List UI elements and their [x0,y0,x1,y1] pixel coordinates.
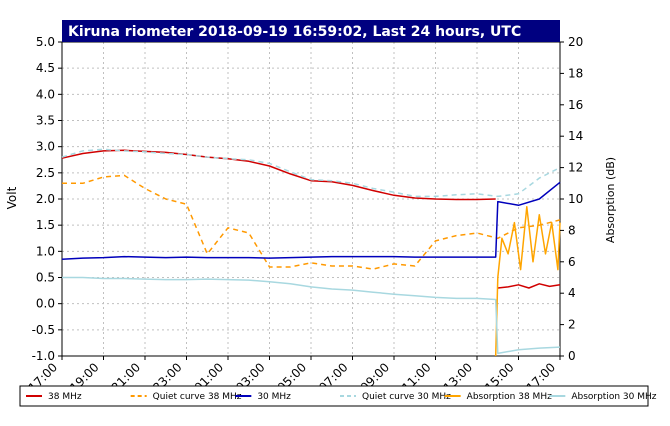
y-tick-label: 1.0 [36,244,55,258]
series-line-38-mhz [497,283,561,289]
y-axis-label: Volt [5,186,19,209]
y2-axis-ticks: 0 2 4 6 8 10 12 14 16 18 20 [560,35,583,363]
series-line-30-mhz [61,181,561,260]
y-tick-label: 4.5 [36,61,55,75]
y-tick-label: -1.0 [32,349,55,363]
y-axis-ticks: -1.0 -0.5 0.0 0.5 1.0 1.5 2.0 2.5 3.0 3.5 4.0 4.5 5.… [32,35,62,363]
y-tick-label: 2.0 [36,192,55,206]
y-tick-label: 4.0 [36,87,55,101]
y2-tick-label: 12 [568,161,583,175]
series-line-absorption-38-mhz [494,206,561,357]
y-tick-label: 0.0 [36,297,55,311]
legend-label: Quiet curve 38 MHz [153,392,242,402]
series-line-quiet-curve-30-mhz [61,148,561,198]
y2-tick-label: 10 [568,192,583,206]
y2-tick-label: 0 [568,349,576,363]
y-tick-label: -0.5 [32,323,55,337]
legend-label: Absorption 38 MHz [467,392,552,402]
series-layer [61,148,561,357]
y-tick-label: 3.5 [36,114,55,128]
y2-axis-label: Absorption (dB) [604,157,617,243]
legend-box [19,385,649,407]
y2-tick-label: 2 [568,318,576,332]
y2-tick-label: 14 [568,129,583,143]
y2-tick-label: 4 [568,286,576,300]
legend-label: Absorption 30 MHz [571,392,656,402]
y2-tick-label: 18 [568,66,583,80]
y2-tick-label: 16 [568,98,583,112]
y2-tick-label: 6 [568,255,576,269]
legend-label: 38 MHz [48,392,82,402]
y-tick-label: 0.5 [36,271,55,285]
y-tick-label: 1.5 [36,218,55,232]
y2-tick-label: 20 [568,35,583,49]
chart-title: Kiruna riometer 2018-09-19 16:59:02, Las… [68,24,521,40]
legend-label: Quiet curve 30 MHz [362,392,451,402]
series-line-absorption-30-mhz [62,276,561,355]
legend: 38 MHz Quiet curve 38 MHz 30 MHz Quiet curv… [19,385,657,407]
y-tick-label: 3.0 [36,140,55,154]
y2-tick-label: 8 [568,223,576,237]
title-bar [62,20,560,42]
y-tick-label: 2.5 [36,166,55,180]
y-tick-label: 5.0 [36,35,55,49]
series-line-38-mhz [61,149,496,201]
legend-label: 30 MHz [257,392,291,402]
